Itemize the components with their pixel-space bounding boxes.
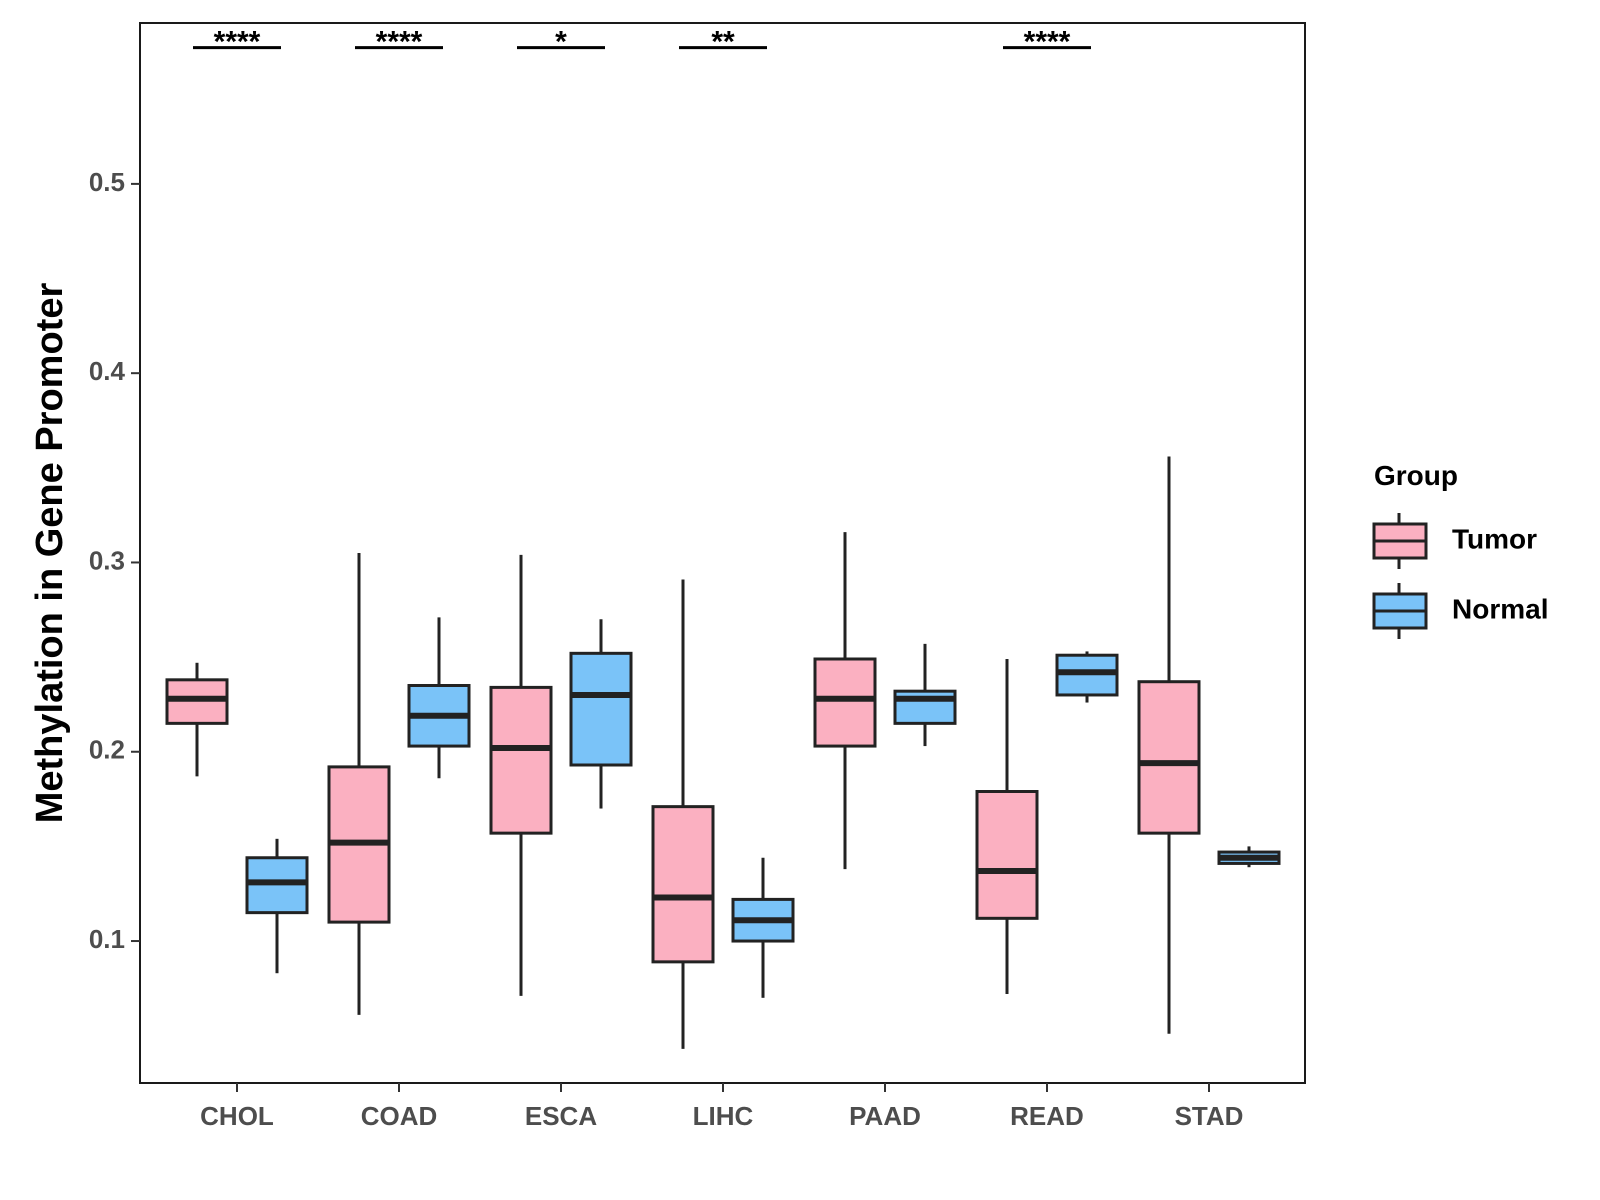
box-tumor-lihc xyxy=(651,579,715,1049)
x-axis: CHOL COAD ESCA LIHC PAAD READ STAD xyxy=(200,1083,1243,1131)
legend-item-tumor: Tumor xyxy=(1372,513,1537,569)
significance-label: **** xyxy=(1024,26,1071,59)
significance-label: **** xyxy=(376,26,423,59)
legend: Group Tumor Normal xyxy=(1372,460,1548,639)
box-normal-chol xyxy=(245,838,309,974)
x-tick-label: STAD xyxy=(1175,1101,1244,1131)
y-tick-label: 0.1 xyxy=(89,924,125,954)
significance-coad: **** xyxy=(355,26,443,59)
plot-panel xyxy=(139,22,1306,1084)
y-tick-label: 0.2 xyxy=(89,735,125,765)
box-tumor-esca xyxy=(489,554,553,996)
box-tumor-paad xyxy=(813,532,877,870)
box-normal-paad xyxy=(893,643,957,747)
x-tick-label: COAD xyxy=(361,1101,438,1131)
significance-esca: * xyxy=(517,26,605,59)
significance-annotations: **** **** * ** **** xyxy=(193,26,1091,59)
box-tumor-read xyxy=(975,659,1039,995)
box-iqr xyxy=(489,685,553,835)
y-tick-label: 0.4 xyxy=(89,356,126,386)
x-tick-label: READ xyxy=(1010,1101,1084,1131)
significance-label: * xyxy=(555,26,567,59)
box-iqr xyxy=(975,790,1039,920)
y-axis-title: Methylation in Gene Promoter xyxy=(29,283,71,824)
significance-chol: **** xyxy=(193,26,281,59)
legend-label: Tumor xyxy=(1452,523,1537,554)
box-normal-coad xyxy=(407,617,471,779)
legend-item-normal: Normal xyxy=(1372,583,1548,639)
legend-label: Normal xyxy=(1452,593,1548,624)
box-tumor-coad xyxy=(327,553,391,1015)
significance-read: **** xyxy=(1003,26,1091,59)
box-iqr xyxy=(1137,680,1201,835)
box-tumor-stad xyxy=(1137,456,1201,1034)
significance-lihc: ** xyxy=(679,26,767,59)
box-normal-read xyxy=(1055,651,1119,703)
box-iqr xyxy=(651,805,715,964)
y-tick-label: 0.3 xyxy=(89,545,125,575)
legend-title: Group xyxy=(1374,460,1458,491)
y-tick-label: 0.5 xyxy=(89,167,125,197)
significance-label: **** xyxy=(214,26,261,59)
box-layer xyxy=(165,456,1281,1049)
box-iqr xyxy=(569,651,633,767)
box-normal-esca xyxy=(569,619,633,809)
x-tick-label: ESCA xyxy=(525,1101,597,1131)
box-normal-lihc xyxy=(731,857,795,998)
box-tumor-chol xyxy=(165,662,229,777)
x-tick-label: LIHC xyxy=(693,1101,754,1131)
box-normal-stad xyxy=(1217,846,1281,868)
significance-label: ** xyxy=(711,26,735,59)
x-tick-label: CHOL xyxy=(200,1101,274,1131)
x-tick-label: PAAD xyxy=(849,1101,921,1131)
y-axis: 0.1 0.2 0.3 0.4 0.5 xyxy=(89,167,140,954)
box-iqr xyxy=(813,657,877,748)
